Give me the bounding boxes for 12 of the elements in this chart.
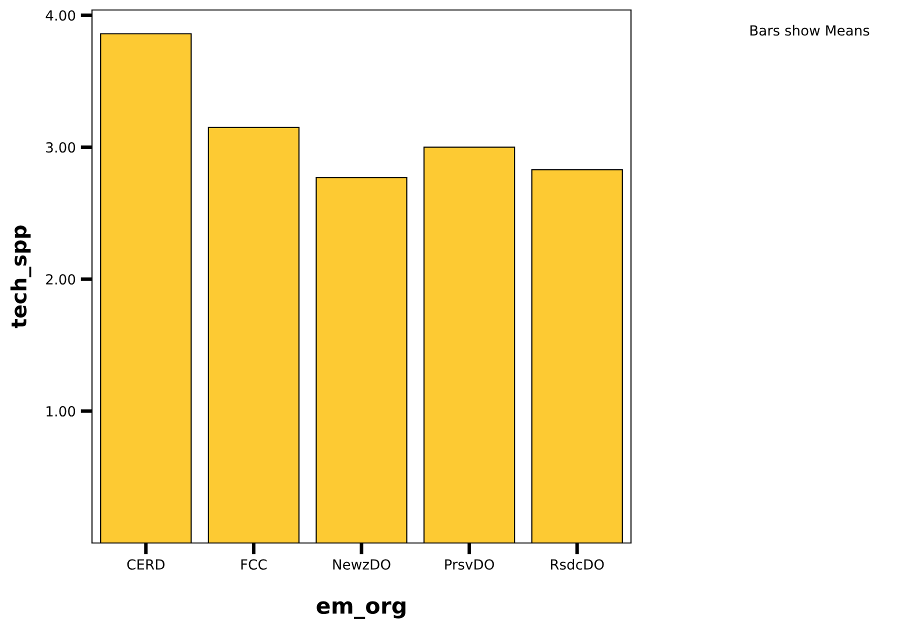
x-tick-label: RsdcDO <box>550 558 604 570</box>
x-tick-label: FCC <box>241 559 267 570</box>
y-tick-label: 3.00 <box>46 142 76 153</box>
x-tick-label: NewzDO <box>333 559 390 570</box>
y-tick-label: 4.00 <box>46 10 76 21</box>
y-axis-title: tech_spp <box>10 225 32 328</box>
x-tick-label: PrsvDO <box>445 559 494 570</box>
x-tick-label: CERD <box>127 559 164 570</box>
text: Bars show Means <box>750 24 870 36</box>
y-tick-label: 2.00 <box>46 274 76 285</box>
x-axis-title: em_org <box>316 601 406 619</box>
y-tick-label: 1.00 <box>46 406 76 417</box>
